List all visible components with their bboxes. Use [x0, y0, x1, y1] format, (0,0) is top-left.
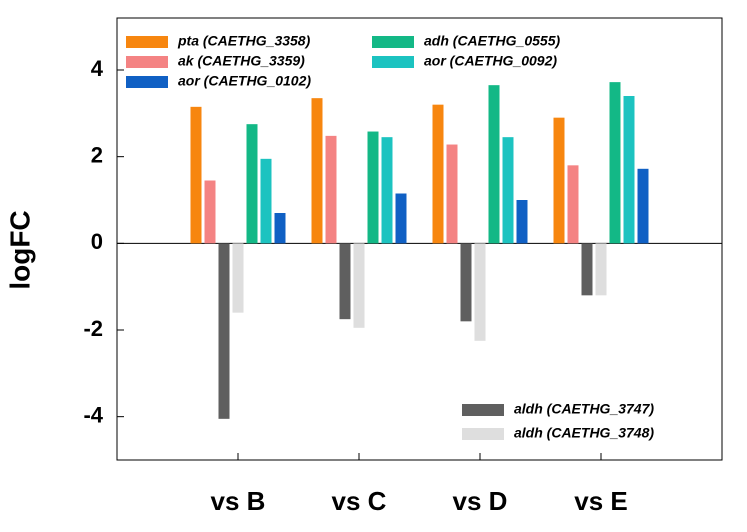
bar: [516, 200, 528, 244]
bar: [395, 193, 407, 244]
legend-label: aldh (CAETHG_3748): [514, 425, 654, 441]
bar: [609, 82, 621, 244]
bar: [446, 144, 458, 244]
y-tick-label: -4: [83, 402, 103, 427]
legend-swatch: [462, 428, 504, 440]
bar: [567, 165, 579, 244]
legend-swatch: [462, 404, 504, 416]
legend-label: aldh (CAETHG_3747): [514, 401, 654, 417]
bar: [367, 131, 379, 244]
bar: [623, 96, 635, 244]
bar: [474, 243, 486, 341]
y-axis-label: logFC: [4, 210, 35, 289]
legend-swatch: [126, 76, 168, 88]
bar: [460, 243, 472, 322]
bar: [381, 137, 393, 244]
bar: [232, 243, 244, 313]
legend-swatch: [126, 56, 168, 68]
x-tick-label: vs C: [332, 486, 387, 516]
legend-label: adh (CAETHG_0555): [424, 33, 560, 49]
bar: [190, 106, 202, 244]
bar: [353, 243, 365, 328]
bar: [274, 213, 286, 244]
legend-label: aor (CAETHG_0102): [178, 73, 311, 89]
y-tick-label: 4: [91, 56, 104, 81]
legend-swatch: [372, 56, 414, 68]
bar: [246, 124, 258, 244]
bar: [432, 104, 444, 244]
bar: [204, 180, 216, 244]
y-tick-label: 0: [91, 229, 103, 254]
legend-swatch: [372, 36, 414, 48]
y-tick-label: -2: [83, 316, 103, 341]
bar: [581, 243, 593, 296]
bar: [488, 85, 500, 244]
bar: [502, 137, 514, 244]
plot-frame: [116, 17, 723, 461]
y-tick-label: 2: [91, 142, 103, 167]
bar: [311, 98, 323, 244]
bar: [260, 158, 272, 244]
bar: [637, 168, 649, 244]
bar: [553, 117, 565, 244]
bar: [339, 243, 351, 320]
legend-swatch: [126, 36, 168, 48]
x-tick-label: vs D: [453, 486, 508, 516]
bar: [218, 243, 230, 419]
bar: [325, 135, 337, 244]
x-tick-label: vs E: [574, 486, 628, 516]
x-tick-label: vs B: [211, 486, 266, 516]
legend-label: aor (CAETHG_0092): [424, 53, 557, 69]
legend-label: pta (CAETHG_3358): [177, 33, 311, 49]
legend-label: ak (CAETHG_3359): [178, 53, 305, 69]
bar: [595, 243, 607, 296]
